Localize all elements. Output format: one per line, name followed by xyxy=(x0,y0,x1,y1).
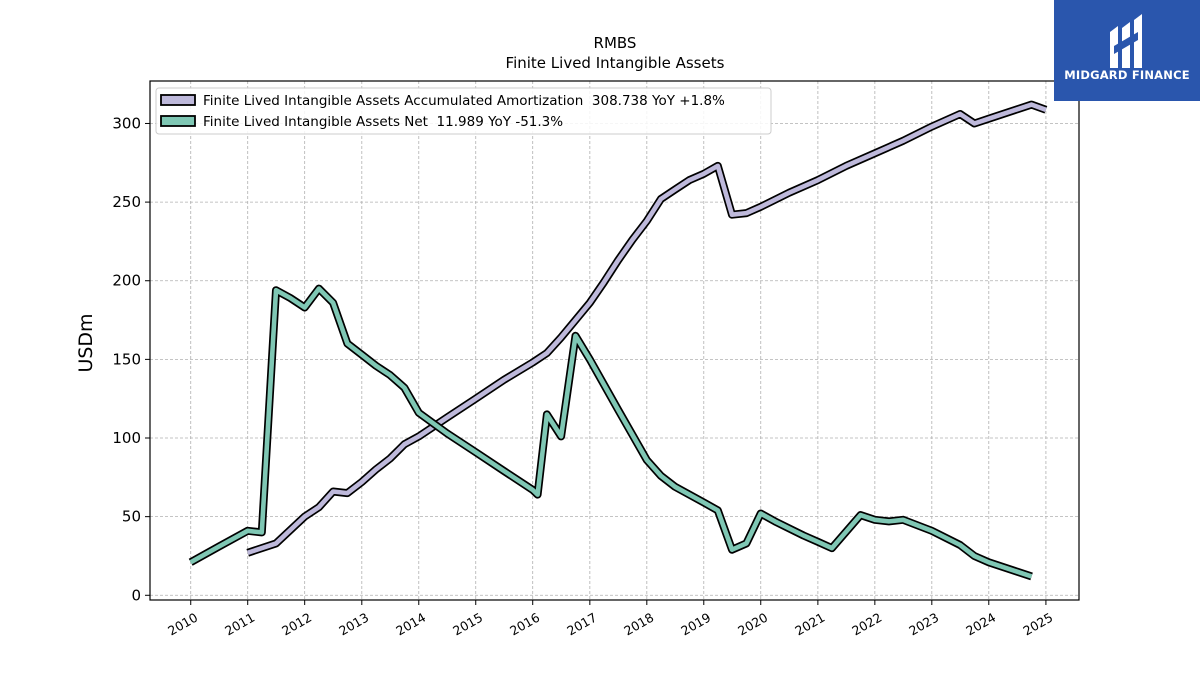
series-outline-1 xyxy=(188,284,1033,581)
x-tick-label: 2018 xyxy=(621,610,656,639)
series-0 xyxy=(246,100,1048,557)
logo-mark-icon xyxy=(1110,14,1142,68)
x-tick-label: 2015 xyxy=(450,610,485,639)
legend-label-amortization: Finite Lived Intangible Assets Accumulat… xyxy=(203,93,725,109)
y-tick-label: 200 xyxy=(112,272,141,290)
x-tick-label: 2010 xyxy=(165,610,200,639)
series-line-0 xyxy=(246,102,1047,555)
series-line-1 xyxy=(189,286,1033,579)
x-tick-label: 2016 xyxy=(507,610,542,639)
x-axis: 2010 2011 2012 2013 2014 2015 2016 2017 2018 2019… xyxy=(165,600,1055,639)
legend-label-net: Finite Lived Intangible Assets Net 11.98… xyxy=(203,114,563,130)
x-tick-label: 2011 xyxy=(222,610,257,639)
x-tick-label: 2013 xyxy=(336,610,371,639)
x-tick-label: 2021 xyxy=(792,610,827,639)
y-tick-label: 250 xyxy=(112,193,141,211)
x-tick-label: 2019 xyxy=(678,610,713,639)
logo-text: MIDGARD FINANCE xyxy=(1064,68,1190,82)
legend-swatch-net xyxy=(160,115,196,127)
x-tick-label: 2024 xyxy=(963,610,998,639)
series-1 xyxy=(188,284,1033,581)
y-axis-label: USDm xyxy=(75,313,97,372)
plot-frame xyxy=(149,80,1080,601)
legend-box xyxy=(155,87,772,135)
x-tick-label: 2025 xyxy=(1020,610,1055,639)
x-tick-label: 2022 xyxy=(849,610,884,639)
x-tick-label: 2020 xyxy=(735,610,770,639)
y-tick-label: 0 xyxy=(131,586,141,604)
brand-logo: MIDGARD FINANCE xyxy=(1054,0,1200,101)
legend: Finite Lived Intangible Assets Accumulat… xyxy=(155,87,772,135)
y-tick-label: 50 xyxy=(122,508,141,526)
legend-swatch-amortization xyxy=(160,94,196,106)
x-tick-label: 2012 xyxy=(279,610,314,639)
y-tick-label: 100 xyxy=(112,429,141,447)
x-tick-label: 2014 xyxy=(393,610,428,639)
y-tick-label: 300 xyxy=(112,114,141,132)
y-tick-label: 150 xyxy=(112,350,141,368)
grid-lines xyxy=(150,81,1079,600)
chart-title: RMBS xyxy=(594,34,637,52)
series-lines xyxy=(188,100,1048,581)
x-tick-label: 2017 xyxy=(564,610,599,639)
chart-subtitle: Finite Lived Intangible Assets xyxy=(506,54,725,72)
x-tick-label: 2023 xyxy=(906,610,941,639)
y-axis: 0 50 100 150 200 250 300 xyxy=(112,114,150,604)
